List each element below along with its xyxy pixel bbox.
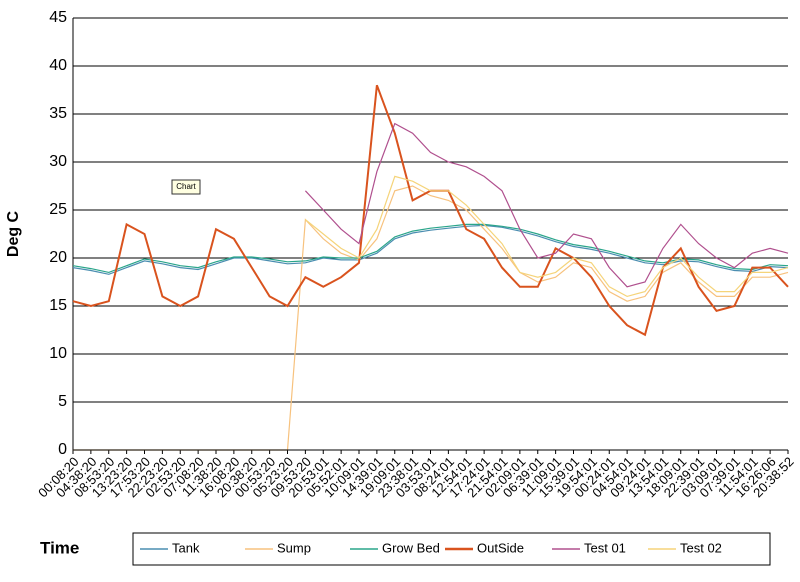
y-tick-label: 30	[49, 153, 67, 170]
x-axis-label: Time	[40, 538, 79, 557]
y-tick-label: 45	[49, 9, 67, 26]
tooltip-box	[171, 179, 201, 195]
tooltip: Chart	[176, 182, 196, 191]
legend-label: Test 01	[584, 540, 626, 555]
legend-label: Tank	[172, 540, 200, 555]
y-tick-label: 0	[58, 441, 67, 458]
legend-label: Grow Bed	[382, 540, 440, 555]
series-line	[72, 224, 789, 275]
y-tick-label: 10	[49, 345, 67, 362]
legend-label: Test 02	[680, 540, 722, 555]
legend-label: Sump	[277, 540, 311, 555]
y-tick-label: 35	[49, 105, 67, 122]
y-tick-label: 15	[49, 297, 67, 314]
series-line	[73, 185, 789, 451]
y-tick-label: 20	[49, 249, 67, 266]
y-tick-label: 40	[49, 57, 67, 74]
legend-label: OutSide	[477, 540, 524, 555]
y-tick-label: 25	[49, 201, 67, 218]
series-line	[304, 122, 789, 288]
series-line	[305, 175, 789, 298]
y-axis-label: Deg C	[5, 210, 22, 257]
y-tick-label: 5	[58, 393, 67, 410]
